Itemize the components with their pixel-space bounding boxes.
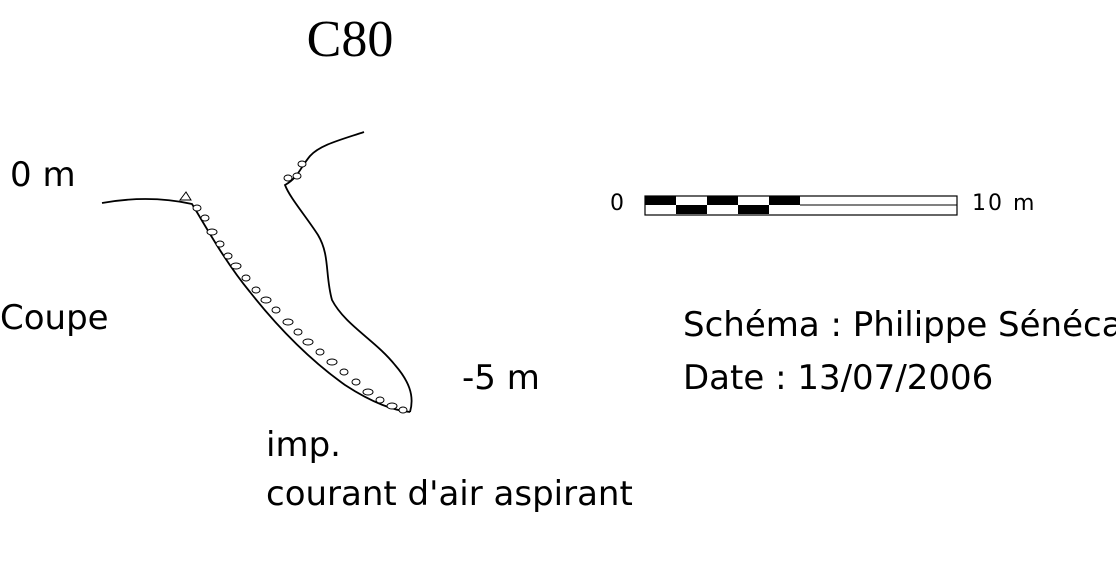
credit-date: Date : 13/07/2006 (683, 358, 994, 398)
wall-blocks (283, 160, 307, 182)
depth-label-bottom: -5 m (462, 358, 540, 398)
cave-wall-outline (283, 131, 413, 413)
note-impassable: imp. (266, 425, 341, 465)
scree-blocks (179, 191, 408, 414)
note-air-current: courant d'air aspirant (266, 474, 633, 514)
scale-bar (644, 195, 958, 216)
cave-floor-outline (101, 198, 411, 413)
credit-author: Schéma : Philippe Sénécal (683, 305, 1116, 345)
scale-label-end: 10 m (972, 191, 1037, 216)
scale-label-start: 0 (610, 191, 626, 216)
section-label: Coupe (0, 298, 109, 338)
diagram-title: C80 (306, 11, 394, 68)
depth-label-top: 0 m (10, 155, 76, 195)
